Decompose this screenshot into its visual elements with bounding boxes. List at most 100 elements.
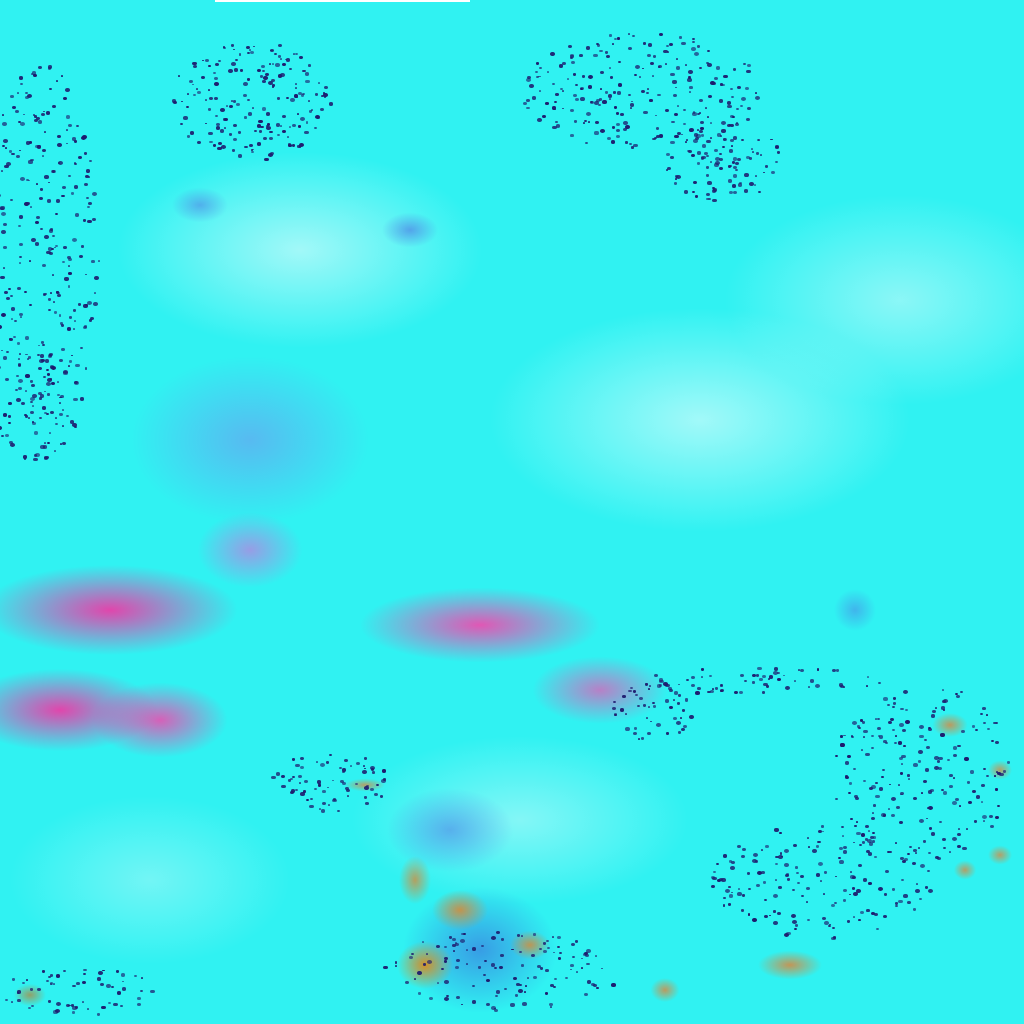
cloud-speck xyxy=(783,933,789,938)
cloud-speck xyxy=(68,257,73,261)
cloud-speck xyxy=(993,775,996,778)
cloud-speck xyxy=(936,856,941,860)
cloud-speck xyxy=(762,691,766,694)
cloud-speck xyxy=(557,945,561,949)
cloud-speck xyxy=(699,66,703,70)
cloud-speck xyxy=(292,776,296,779)
cloud-speck xyxy=(681,41,687,46)
cloud-speck xyxy=(900,856,904,860)
cloud-speck xyxy=(83,152,87,155)
cloud-speck xyxy=(319,763,325,768)
cloud-speck xyxy=(878,735,884,740)
cloud-speck xyxy=(270,49,273,52)
cloud-speck xyxy=(609,34,613,37)
cloud-speck xyxy=(279,72,285,77)
cloud-speck xyxy=(913,849,917,853)
cloud-speck xyxy=(223,46,227,49)
cloud-speck xyxy=(302,790,306,793)
cloud-speck xyxy=(740,673,745,677)
cloud-speck xyxy=(339,766,343,770)
cloud-speck xyxy=(581,966,584,969)
cloud-speck xyxy=(310,108,314,111)
cloud-speck xyxy=(599,49,603,53)
cloud-speck xyxy=(903,745,906,747)
cloud-speck xyxy=(835,754,839,757)
cloud-speck xyxy=(625,141,629,144)
cloud-speck xyxy=(642,67,645,70)
cloud-speck xyxy=(528,84,534,89)
cloud-speck xyxy=(894,902,898,906)
cloud-speck xyxy=(957,744,961,748)
cloud-speck xyxy=(918,749,923,754)
cloud-speck xyxy=(288,143,292,147)
cloud-speck xyxy=(322,93,328,97)
cloud-speck xyxy=(83,972,87,975)
cloud-speck xyxy=(543,950,548,954)
cloud-speck xyxy=(728,894,733,898)
cloud-speck xyxy=(72,309,77,312)
cloud-speck xyxy=(48,976,51,979)
cloud-speck xyxy=(70,192,74,195)
cloud-speck xyxy=(75,213,80,217)
cloud-speck xyxy=(666,732,670,735)
cloud-speck xyxy=(740,138,744,141)
cloud-speck xyxy=(8,287,12,290)
cloud-speck xyxy=(23,113,26,116)
cloud-speck xyxy=(292,123,297,128)
cloud-speck xyxy=(91,260,95,263)
cloud-speck xyxy=(625,125,630,129)
cloud-speck xyxy=(684,63,688,66)
cloud-speck xyxy=(38,391,42,395)
cloud-speck xyxy=(653,705,657,708)
cloud-speck xyxy=(918,898,922,901)
cloud-speck xyxy=(228,69,233,73)
cloud-speck xyxy=(765,845,769,848)
cloud-speck xyxy=(19,313,24,317)
cloud-speck xyxy=(190,130,195,135)
cloud-speck xyxy=(60,394,64,398)
cloud-speck xyxy=(35,117,40,121)
cloud-speck xyxy=(94,292,97,295)
cloud-speck xyxy=(623,121,628,125)
cloud-speck xyxy=(876,726,882,731)
cloud-speck xyxy=(878,735,881,737)
cloud-speck xyxy=(850,870,853,873)
cloud-speck xyxy=(770,138,773,141)
cloud-speck xyxy=(981,707,986,711)
cloud-speck xyxy=(616,112,620,115)
cloud-speck xyxy=(552,985,556,989)
cloud-speck xyxy=(677,702,681,705)
cloud-speck xyxy=(827,924,831,927)
cloud-speck xyxy=(584,954,589,958)
cloud-speck xyxy=(773,920,778,925)
cloud-speck xyxy=(605,54,610,58)
cloud-speck xyxy=(576,971,579,973)
cloud-speck xyxy=(850,817,853,820)
cloud-speck xyxy=(875,782,878,784)
cloud-speck xyxy=(25,374,30,379)
cloud-speck xyxy=(47,377,53,382)
cloud-speck xyxy=(885,741,889,744)
cloud-speck xyxy=(1006,760,1011,764)
cloud-speck xyxy=(268,62,271,65)
cloud-speck xyxy=(10,294,13,297)
cloud-speck xyxy=(897,741,903,746)
cloud-speck xyxy=(670,140,675,145)
cloud-speck xyxy=(276,97,281,101)
cloud-speck xyxy=(14,388,18,392)
cloud-speck xyxy=(808,686,811,688)
cloud-speck xyxy=(465,949,468,952)
cloud-speck xyxy=(12,335,17,339)
cloud-speck xyxy=(517,934,521,937)
cloud-speck xyxy=(622,127,628,132)
cloud-speck xyxy=(55,1009,61,1014)
cloud-speck xyxy=(300,757,305,761)
cloud-speck xyxy=(652,55,657,59)
cloud-speck xyxy=(924,738,927,741)
cloud-speck xyxy=(694,52,700,57)
cloud-speck xyxy=(59,322,63,325)
cloud-speck xyxy=(720,689,723,692)
cloud-speck xyxy=(638,76,641,78)
cloud-speck xyxy=(92,192,97,197)
